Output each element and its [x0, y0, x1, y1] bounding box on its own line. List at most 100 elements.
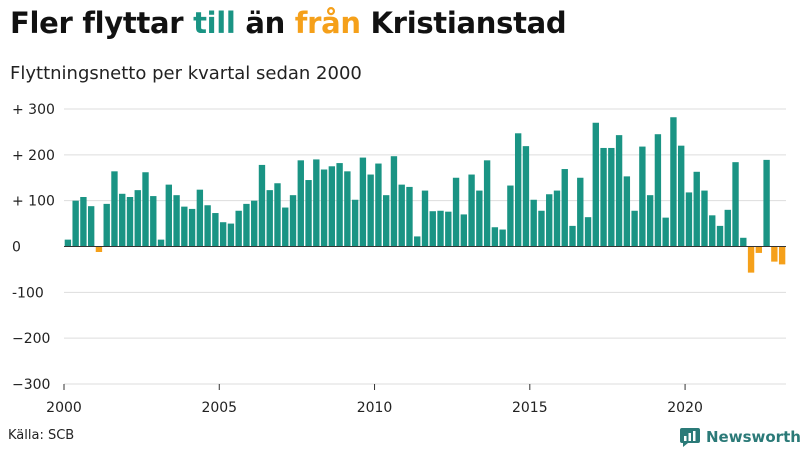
bar: [274, 183, 281, 247]
bar: [383, 195, 390, 247]
bar: [126, 197, 134, 247]
bar: [87, 206, 95, 247]
bar: [716, 225, 724, 247]
bar: [546, 194, 553, 247]
y-tick-label: + 300: [12, 102, 55, 118]
bar: [437, 210, 444, 247]
bar: [600, 147, 607, 247]
bar: [724, 209, 731, 247]
bar: [445, 211, 452, 247]
y-tick-label: −200: [12, 331, 50, 347]
bar: [678, 145, 685, 247]
chart-subtitle: Flyttningsnetto per kvartal sedan 2000: [10, 63, 362, 84]
bar: [188, 208, 196, 247]
bar: [740, 237, 747, 247]
bar: [328, 166, 336, 247]
bar: [670, 117, 677, 247]
bar: [685, 192, 693, 247]
bar: [227, 223, 235, 247]
bar: [755, 246, 763, 253]
bar: [514, 133, 522, 247]
y-tick-label: + 100: [12, 194, 55, 210]
title-part-3: än: [235, 6, 295, 40]
bar: [522, 146, 530, 247]
bar: [111, 171, 118, 247]
brand-logo[interactable]: Newsworthy: [679, 425, 800, 449]
bar: [701, 190, 708, 247]
bar: [561, 169, 568, 247]
bar: [553, 190, 561, 247]
bar: [732, 162, 739, 247]
bar: [134, 190, 141, 247]
bar: [367, 174, 374, 247]
bar: [631, 210, 638, 247]
bar: [251, 200, 258, 247]
bar: [313, 159, 320, 247]
bar: [639, 146, 646, 247]
bar: [282, 207, 289, 247]
bar: [297, 160, 304, 247]
y-tick-label: + 200: [12, 148, 55, 164]
bar: [390, 156, 398, 247]
bar: [530, 199, 537, 247]
bar: [476, 190, 483, 247]
bar: [538, 210, 545, 247]
grid-lines: [64, 108, 786, 385]
bar: [421, 190, 429, 247]
bar: [119, 193, 126, 247]
bar: [460, 214, 467, 247]
bar: [646, 195, 654, 247]
bar: [157, 239, 165, 247]
bar: [778, 246, 786, 265]
bar: [150, 196, 157, 247]
bar: [693, 171, 700, 247]
y-tick-label: −300: [12, 377, 50, 393]
axes: + 300 + 200 + 100 0 -100 −200 −300 2000 2005 2010…: [12, 102, 786, 416]
x-tick-label: 2020: [667, 400, 703, 416]
title-part-5: Kristianstad: [360, 6, 567, 40]
chart-title: Fler flyttar till än från Kristianstad: [10, 6, 567, 40]
bar: [398, 184, 405, 247]
bar: [747, 246, 755, 273]
title-part-1: Fler flyttar: [10, 6, 194, 40]
bar: [584, 217, 592, 247]
y-tick-label: 0: [12, 240, 21, 256]
title-highlight-fran: från: [294, 6, 361, 40]
bar: [64, 239, 72, 247]
bar: [165, 184, 172, 247]
x-tick-label: 2015: [512, 400, 548, 416]
bar: [235, 210, 242, 247]
bar: [305, 180, 312, 247]
bar: [483, 160, 491, 247]
bar: [344, 171, 351, 247]
bar: [763, 159, 770, 247]
bar: [499, 229, 506, 247]
bar: [623, 176, 631, 247]
x-tick-label: 2010: [357, 400, 393, 416]
bar: [103, 203, 110, 247]
bar: [95, 246, 103, 252]
source-note: Källa: SCB: [8, 428, 75, 443]
brand-name: Newsworthy: [706, 428, 800, 446]
bar: [336, 163, 343, 247]
bar: [320, 169, 328, 247]
bar: [266, 190, 273, 247]
bar: [615, 135, 623, 247]
bar: [219, 222, 227, 247]
bar: [72, 200, 79, 247]
bar: [258, 164, 266, 247]
bar: [173, 195, 180, 247]
bar: [569, 225, 576, 247]
x-tick-label: 2000: [46, 400, 82, 416]
bar: [289, 195, 297, 247]
title-highlight-till: till: [193, 6, 236, 40]
bar: [662, 217, 669, 247]
bar: [142, 172, 149, 247]
bar: [491, 227, 499, 247]
bars: [64, 117, 786, 273]
bar: [359, 157, 367, 247]
bar: [243, 203, 250, 247]
bar: [709, 215, 716, 247]
bar: [80, 197, 87, 247]
